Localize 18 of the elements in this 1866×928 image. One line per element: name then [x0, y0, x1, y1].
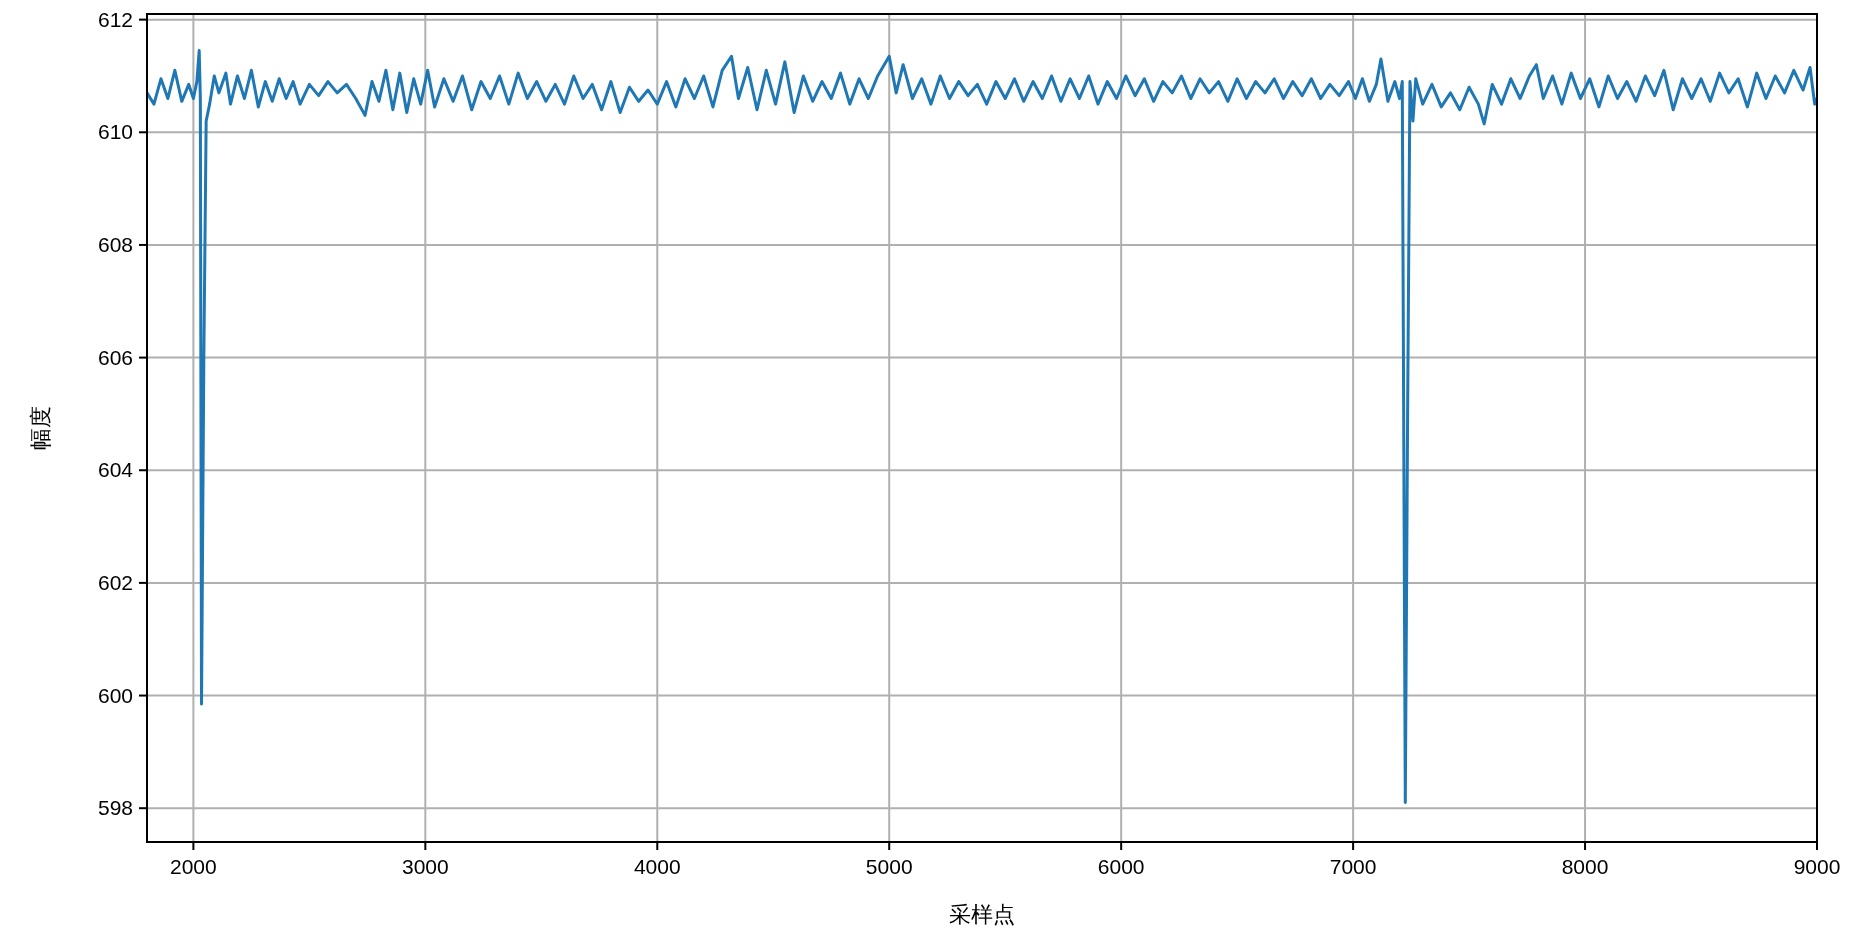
y-tick-label: 606 — [97, 345, 133, 369]
x-tick-label: 5000 — [865, 855, 913, 878]
x-tick-label: 6000 — [1097, 855, 1145, 878]
y-tick-label: 610 — [97, 120, 133, 144]
x-axis-title: 采样点 — [949, 902, 1015, 927]
y-tick-label: 600 — [97, 683, 133, 707]
x-tick-label: 8000 — [1561, 855, 1609, 878]
x-tick-label: 3000 — [401, 855, 449, 878]
x-tick-label: 2000 — [170, 855, 217, 878]
x-tick-label: 4000 — [633, 855, 681, 878]
y-tick-label: 608 — [97, 232, 133, 256]
y-axis-title: 幅度 — [28, 406, 53, 450]
y-tick-label: 602 — [97, 570, 133, 594]
y-tick-label: 604 — [97, 458, 134, 482]
y-tick-label: 598 — [97, 796, 133, 820]
x-tick-label: 9000 — [1793, 855, 1841, 878]
x-tick-label: 7000 — [1329, 855, 1377, 878]
y-tick-label: 612 — [97, 7, 133, 31]
